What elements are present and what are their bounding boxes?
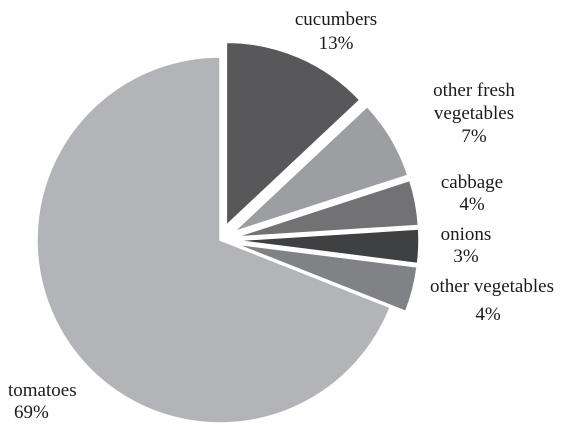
slice-value-tomatoes: 69%: [14, 402, 49, 423]
slice-value-other-fresh: 7%: [461, 126, 487, 147]
slice-label-other-fresh-line1: other fresh: [433, 80, 515, 101]
slice-label-onions: onions: [441, 224, 492, 245]
slice-label-other-vegetables: other vegetables: [430, 276, 554, 297]
label-tomatoes: tomatoes 69%: [8, 380, 77, 423]
pie-slice-onions: [235, 228, 420, 265]
label-onions: onions 3%: [441, 224, 492, 267]
slice-label-other-fresh-line2: vegetables: [434, 103, 514, 124]
label-other-fresh-vegetables: other fresh vegetables 7%: [433, 80, 515, 147]
slice-value-onions: 3%: [453, 246, 479, 267]
label-cabbage: cabbage 4%: [441, 172, 503, 215]
slice-label-tomatoes: tomatoes: [8, 380, 77, 401]
label-other-vegetables: other vegetables 4%: [430, 276, 554, 325]
pie-slices: [36, 41, 420, 424]
slice-value-other-vegetables: 4%: [475, 304, 501, 325]
slice-label-cucumbers: cucumbers: [295, 9, 377, 30]
pie-slice-cabbage: [235, 179, 420, 238]
pie-slice-tomatoes: [36, 56, 392, 424]
slice-value-cabbage: 4%: [459, 194, 485, 215]
slice-value-cucumbers: 13%: [319, 33, 354, 54]
slice-label-cabbage: cabbage: [441, 172, 503, 193]
label-cucumbers: cucumbers 13%: [295, 9, 377, 54]
pie-slice-other-vegetables: [235, 243, 418, 313]
pie-slice-cucumbers: [225, 41, 361, 228]
pie-slice-other-fresh-vegetables: [233, 105, 409, 233]
